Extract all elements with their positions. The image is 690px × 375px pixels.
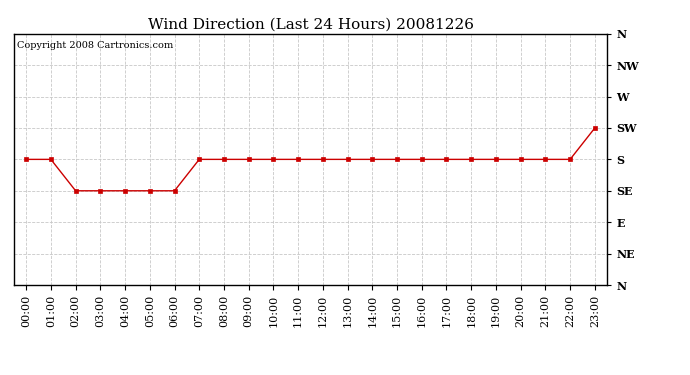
Text: Copyright 2008 Cartronics.com: Copyright 2008 Cartronics.com xyxy=(17,41,173,50)
Title: Wind Direction (Last 24 Hours) 20081226: Wind Direction (Last 24 Hours) 20081226 xyxy=(148,17,473,31)
